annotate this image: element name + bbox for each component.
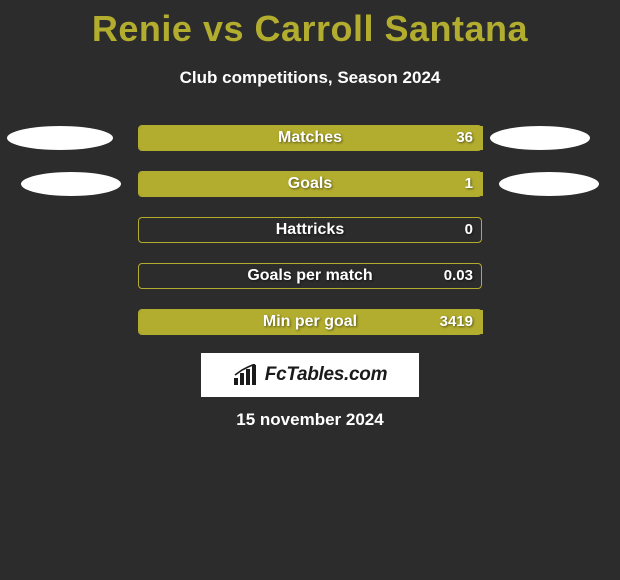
stat-bar-fill	[139, 172, 483, 196]
page-subtitle: Club competitions, Season 2024	[0, 68, 620, 88]
stat-row: Min per goal3419	[0, 310, 620, 356]
stat-row: Goals per match0.03	[0, 264, 620, 310]
logo-text: FcTables.com	[265, 364, 387, 386]
stat-bar-fill	[139, 310, 483, 334]
stat-row: Matches36	[0, 126, 620, 172]
stat-bar-track: Min per goal3419	[138, 309, 482, 335]
player-left-marker	[21, 172, 121, 196]
stat-row: Hattricks0	[0, 218, 620, 264]
player-right-marker	[499, 172, 599, 196]
stat-bar-track: Goals1	[138, 171, 482, 197]
comparison-chart: Matches36 Goals1 Hattricks0 Goals per match…	[0, 126, 620, 356]
stat-value-right: 0	[465, 221, 473, 238]
stat-label: Hattricks	[139, 221, 481, 239]
date-text: 15 november 2024	[0, 410, 620, 430]
stat-value-right: 0.03	[444, 267, 473, 284]
bar-chart-icon	[233, 364, 259, 386]
player-right-marker	[490, 126, 590, 150]
stat-bar-fill	[139, 126, 483, 150]
player-left-marker	[7, 126, 113, 150]
page-title: Renie vs Carroll Santana	[0, 0, 620, 50]
stat-bar-track: Matches36	[138, 125, 482, 151]
stat-bar-track: Hattricks0	[138, 217, 482, 243]
stat-label: Goals per match	[139, 267, 481, 285]
infographic-container: Renie vs Carroll Santana Club competitio…	[0, 0, 620, 580]
stat-row: Goals1	[0, 172, 620, 218]
logo-box: FcTables.com	[201, 353, 419, 397]
stat-bar-track: Goals per match0.03	[138, 263, 482, 289]
